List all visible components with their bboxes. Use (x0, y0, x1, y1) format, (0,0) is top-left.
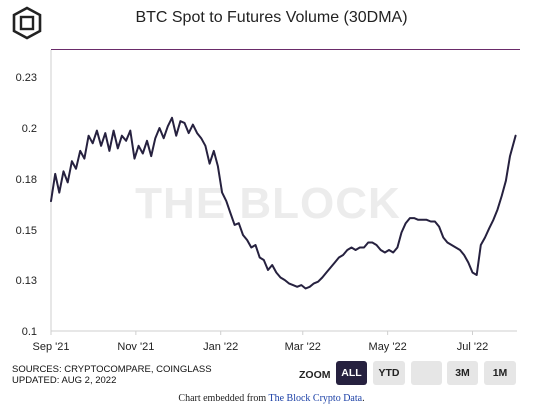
x-tick-label: May '22 (369, 341, 407, 353)
embed-suffix: . (362, 393, 365, 404)
line-chart: THE BLOCK 0.1 0.13 0.15 0.18 0.2 0.23 Sep '21… (16, 50, 517, 353)
chart-title: BTC Spot to Futures Volume (30DMA) (135, 9, 408, 26)
watermark-text: THE BLOCK (135, 179, 401, 228)
x-tick-label: Jan '22 (203, 341, 238, 353)
y-tick-label: 0.1 (22, 326, 37, 338)
x-tick-label: Nov '21 (117, 341, 154, 353)
x-tick-label: Mar '22 (285, 341, 321, 353)
zoom-ytd-button[interactable]: YTD (373, 361, 405, 385)
zoom-3m-button[interactable]: 3M (447, 361, 478, 385)
zoom-all-button[interactable]: ALL (336, 361, 367, 385)
embed-credit: Chart embedded from The Block Crypto Dat… (0, 393, 543, 404)
y-tick-label: 0.2 (22, 123, 37, 135)
x-tick-label: Sep '21 (33, 341, 70, 353)
series-line (50, 116, 517, 290)
zoom-blank-button[interactable] (411, 361, 442, 385)
y-tick-label: 0.15 (16, 225, 37, 237)
title-divider (51, 49, 520, 50)
y-tick-label: 0.13 (16, 275, 37, 287)
y-tick-label: 0.18 (16, 174, 37, 186)
sources-block: SOURCES: CRYPTOCOMPARE, COINGLASS UPDATE… (12, 364, 212, 386)
sources-text: SOURCES: CRYPTOCOMPARE, COINGLASS (12, 364, 212, 375)
embed-prefix: Chart embedded from (178, 393, 269, 404)
updated-text: UPDATED: AUG 2, 2022 (12, 375, 117, 386)
embed-link[interactable]: The Block Crypto Data (268, 393, 363, 404)
zoom-label: ZOOM (299, 369, 331, 381)
the-block-logo-icon (12, 6, 42, 40)
y-tick-label: 0.23 (16, 72, 37, 84)
x-tick-label: Jul '22 (457, 341, 488, 353)
zoom-1m-button[interactable]: 1M (484, 361, 516, 385)
